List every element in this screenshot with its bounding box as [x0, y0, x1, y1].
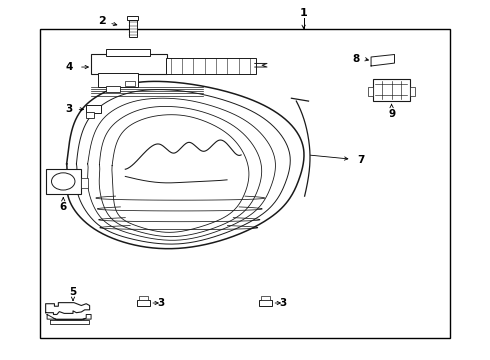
FancyBboxPatch shape — [91, 54, 167, 74]
Bar — [129, 20, 137, 37]
FancyBboxPatch shape — [137, 300, 150, 306]
Bar — [46, 168, 81, 194]
FancyBboxPatch shape — [139, 296, 148, 300]
Text: 6: 6 — [60, 202, 67, 212]
FancyBboxPatch shape — [166, 58, 256, 74]
Text: 1: 1 — [300, 8, 308, 18]
Text: 3: 3 — [66, 104, 73, 114]
Circle shape — [51, 173, 75, 190]
Bar — [81, 178, 88, 188]
Text: 5: 5 — [70, 287, 76, 297]
FancyBboxPatch shape — [86, 112, 94, 118]
FancyBboxPatch shape — [98, 73, 138, 87]
Bar — [410, 87, 415, 96]
Bar — [127, 17, 138, 20]
Text: 7: 7 — [357, 155, 365, 165]
Text: 3: 3 — [157, 298, 164, 308]
FancyBboxPatch shape — [106, 86, 121, 92]
Bar — [40, 30, 450, 338]
FancyBboxPatch shape — [106, 49, 150, 56]
FancyBboxPatch shape — [259, 300, 272, 306]
FancyBboxPatch shape — [125, 81, 135, 86]
Text: 9: 9 — [388, 109, 395, 119]
FancyBboxPatch shape — [261, 296, 270, 300]
Bar — [368, 87, 373, 96]
Text: 3: 3 — [279, 298, 287, 308]
Text: 8: 8 — [353, 54, 360, 64]
Text: 2: 2 — [98, 17, 106, 27]
Text: 4: 4 — [65, 62, 73, 72]
FancyBboxPatch shape — [86, 105, 101, 113]
FancyBboxPatch shape — [373, 79, 410, 101]
